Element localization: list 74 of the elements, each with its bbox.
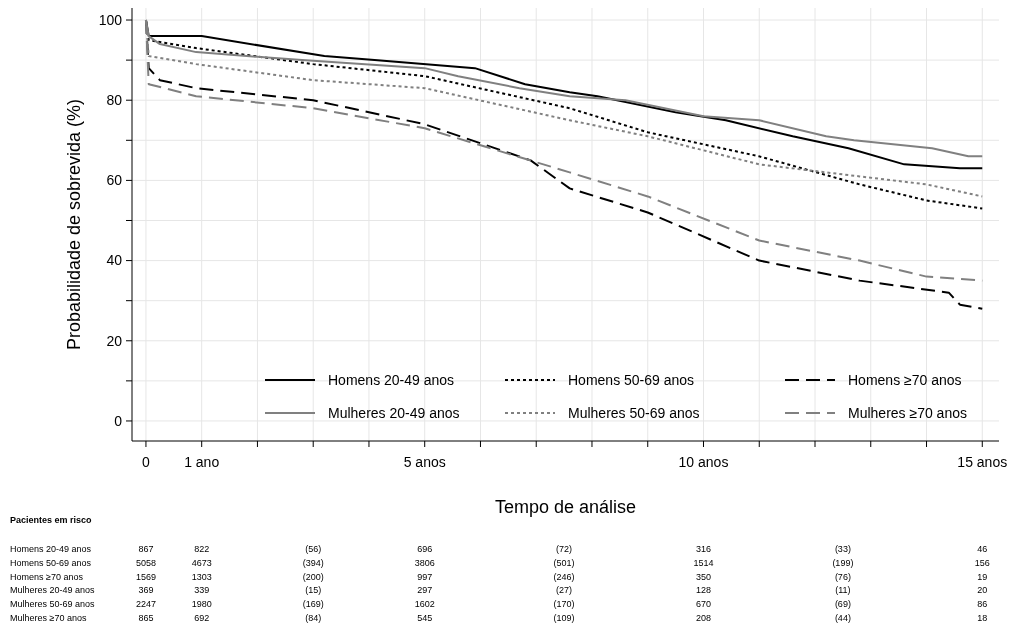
text: (44) — [834, 613, 851, 623]
text: 350 — [695, 571, 712, 582]
text: (394) — [302, 557, 324, 568]
text: 46 — [977, 544, 988, 554]
text: 2247 — [135, 599, 156, 610]
text: 316 — [695, 544, 712, 554]
y-tick-label: 40 — [106, 252, 123, 269]
text: 86 — [977, 599, 988, 610]
x-tick-label: 10 anos — [678, 454, 729, 470]
text: (76) — [834, 571, 851, 582]
text: 1569 — [135, 571, 156, 582]
text: (169) — [302, 599, 324, 610]
text: 20 — [977, 585, 988, 596]
text: 997 — [417, 571, 433, 582]
text: (72) — [556, 544, 573, 554]
text: (15) — [305, 585, 322, 596]
x-tick-label: 1 ano — [184, 454, 220, 470]
text: 339 — [194, 585, 210, 596]
legend-label: Mulheres 20-49 anos — [328, 404, 460, 421]
text: (56) — [305, 544, 322, 554]
legend-label: Mulheres 50-69 anos — [568, 404, 700, 421]
text: 867 — [138, 544, 154, 554]
text: 4673 — [191, 557, 212, 568]
text: (84) — [305, 613, 322, 623]
text: 692 — [194, 613, 210, 623]
text: Pacientes em risco — [10, 515, 93, 525]
y-tick-label: 20 — [106, 332, 123, 349]
text: 369 — [138, 585, 154, 596]
text: 18 — [977, 613, 988, 623]
text: 545 — [417, 613, 433, 623]
text: 1602 — [414, 599, 435, 610]
text: 3806 — [414, 557, 435, 568]
text: (246) — [553, 571, 575, 582]
x-tick-label: 0 — [142, 454, 151, 470]
text: Mulheres ≥70 anos — [10, 613, 87, 623]
text: (27) — [556, 585, 573, 596]
legend-label: Mulheres ≥70 anos — [848, 404, 967, 421]
text: Homens 50-69 anos — [10, 557, 92, 568]
text: 297 — [417, 585, 433, 596]
text: 156 — [974, 557, 990, 568]
legend-label: Homens ≥70 anos — [848, 371, 962, 388]
text: (109) — [553, 613, 575, 623]
text: (200) — [302, 571, 324, 582]
text: 19 — [977, 571, 988, 582]
text: 1514 — [693, 557, 714, 568]
y-tick-label: 0 — [114, 412, 123, 429]
y-axis-title: Probabilidade de sobrevida (%) — [64, 98, 84, 351]
text: 208 — [695, 613, 712, 623]
text: (69) — [834, 599, 851, 610]
text: Homens ≥70 anos — [10, 571, 84, 582]
text: Mulheres 20-49 anos — [10, 585, 96, 596]
text: 1980 — [191, 599, 212, 610]
text: 670 — [695, 599, 712, 610]
text: Homens 20-49 anos — [10, 544, 92, 554]
text: 822 — [194, 544, 210, 554]
text: (199) — [832, 557, 854, 568]
y-tick-label: 100 — [98, 11, 123, 28]
x-tick-label: 15 anos — [957, 454, 1008, 470]
text: 696 — [417, 544, 433, 554]
x-tick-label: 5 anos — [403, 454, 446, 470]
legend-label: Homens 20-49 anos — [328, 371, 455, 388]
text: 5058 — [135, 557, 156, 568]
text: 128 — [695, 585, 712, 596]
legend-label: Homens 50-69 anos — [568, 371, 695, 388]
y-tick-label: 80 — [106, 92, 123, 109]
y-tick-label: 60 — [106, 172, 123, 189]
text: (170) — [553, 599, 575, 610]
text: (501) — [553, 557, 575, 568]
text: 1303 — [191, 571, 212, 582]
x-axis-title: Tempo de análise — [494, 497, 637, 517]
text: Mulheres 50-69 anos — [10, 599, 96, 610]
text: 865 — [138, 613, 154, 623]
text: (33) — [834, 544, 851, 554]
text: (11) — [835, 585, 851, 596]
